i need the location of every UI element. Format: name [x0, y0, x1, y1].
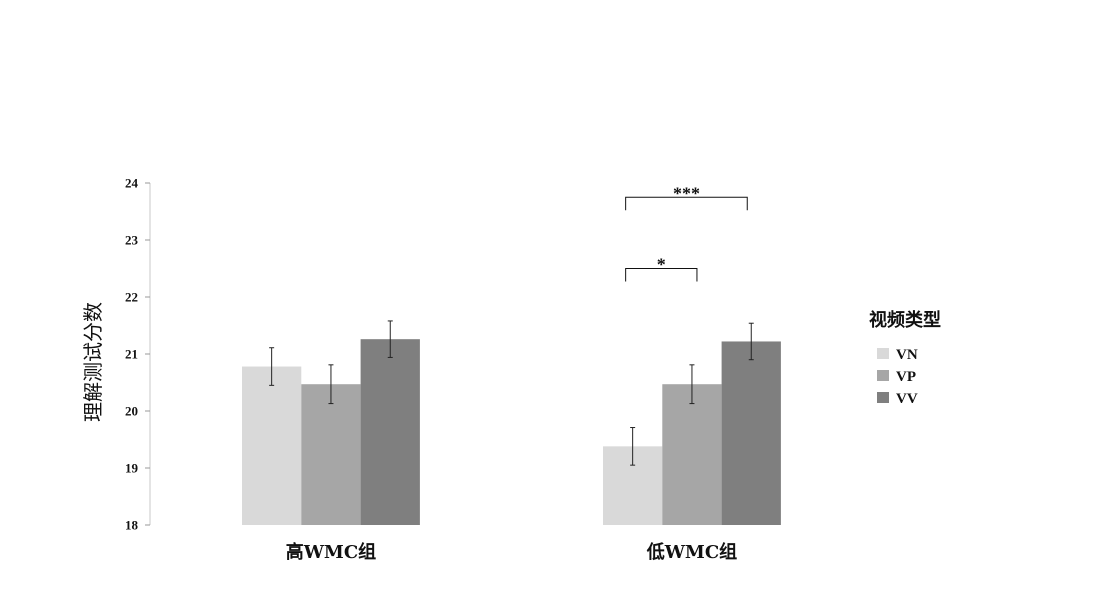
legend-label: VP: [896, 369, 916, 385]
legend-label: VN: [896, 347, 918, 363]
significance-annotations: ****: [626, 183, 748, 281]
x-category-label: 低WMC组: [646, 541, 737, 563]
bar: [242, 367, 301, 525]
y-axis: 18 19 20 21 22 23 24: [125, 176, 150, 533]
x-category-label: 高WMC组: [286, 541, 376, 563]
legend: 视频类型 VN VP VV: [869, 309, 941, 407]
bar: [361, 339, 420, 525]
x-axis-categories: 高WMC组 低WMC组: [286, 541, 737, 563]
y-axis-label: 理解测试分数: [81, 302, 105, 422]
legend-swatch: [877, 370, 889, 381]
y-tick-label: 23: [125, 233, 139, 248]
y-tick-label: 21: [125, 347, 138, 362]
bar: [722, 341, 781, 525]
y-tick-label: 22: [125, 290, 138, 305]
y-tick-label: 20: [125, 404, 138, 419]
legend-title: 视频类型: [869, 309, 941, 331]
significance-label: ***: [673, 183, 700, 203]
y-tick-label: 24: [125, 176, 139, 191]
bar: [662, 384, 721, 525]
y-tick-label: 18: [125, 518, 139, 533]
y-tick-label: 19: [125, 461, 139, 476]
bars: [242, 321, 781, 525]
legend-swatch: [877, 348, 889, 359]
bar: [301, 384, 360, 525]
significance-label: *: [657, 255, 666, 275]
legend-label: VV: [896, 391, 918, 407]
legend-swatch: [877, 392, 889, 403]
